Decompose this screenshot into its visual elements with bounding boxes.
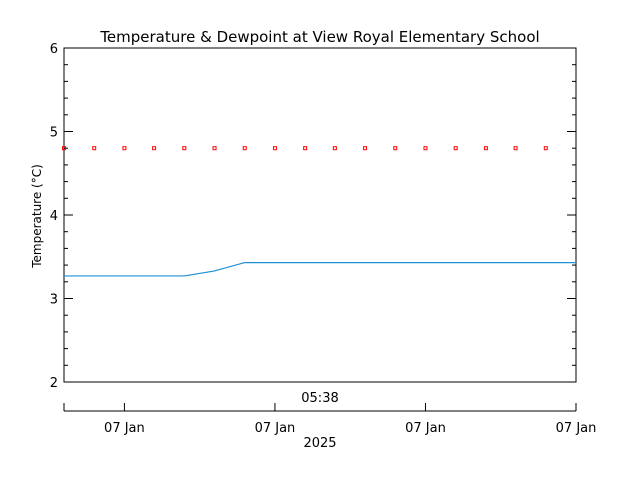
dewpoint-line [64, 261, 576, 277]
y-axis-tick-labels: 2 3 4 5 6 [50, 42, 58, 391]
date-axis-tick-label: 07 Jan [556, 421, 597, 436]
y-axis-ticks [64, 47, 576, 383]
temperature-point [332, 146, 337, 151]
y-tick-label: 5 [50, 126, 58, 141]
temperature-point [363, 146, 368, 151]
temperature-point [182, 146, 187, 151]
plot-frame [63, 47, 577, 383]
temperature-point [393, 146, 398, 151]
temperature-point [483, 146, 488, 151]
temperature-point [242, 146, 247, 151]
y-tick-label: 6 [50, 42, 58, 57]
temperature-point [272, 146, 277, 151]
temperature-point [212, 146, 217, 151]
y-tick-label: 3 [50, 293, 58, 308]
date-axis-tick-label: 07 Jan [255, 421, 296, 436]
y-tick-label: 2 [50, 376, 58, 391]
date-axis-tick-label: 07 Jan [104, 421, 145, 436]
temperature-point [303, 146, 308, 151]
date-axis-tick-label: 07 Jan [405, 421, 446, 436]
y-tick-label: 4 [50, 209, 58, 224]
series-layer [62, 146, 576, 277]
temperature-point [62, 146, 66, 151]
x-axis: 07 Jan 07 Jan 07 Jan 07 Jan [63, 403, 597, 436]
temperature-point [122, 146, 127, 151]
chart-title: Temperature & Dewpoint at View Royal Ele… [99, 28, 539, 46]
temperature-point [543, 146, 548, 151]
temperature-point [152, 146, 157, 151]
temperature-point [423, 146, 428, 151]
top-time-label: 05:38 [301, 391, 338, 406]
year-label: 2025 [303, 436, 336, 451]
temperature-point [453, 146, 458, 151]
temperature-point [92, 146, 97, 151]
temperature-point [513, 146, 518, 151]
y-axis-title: Temperature (°C) [30, 164, 44, 269]
